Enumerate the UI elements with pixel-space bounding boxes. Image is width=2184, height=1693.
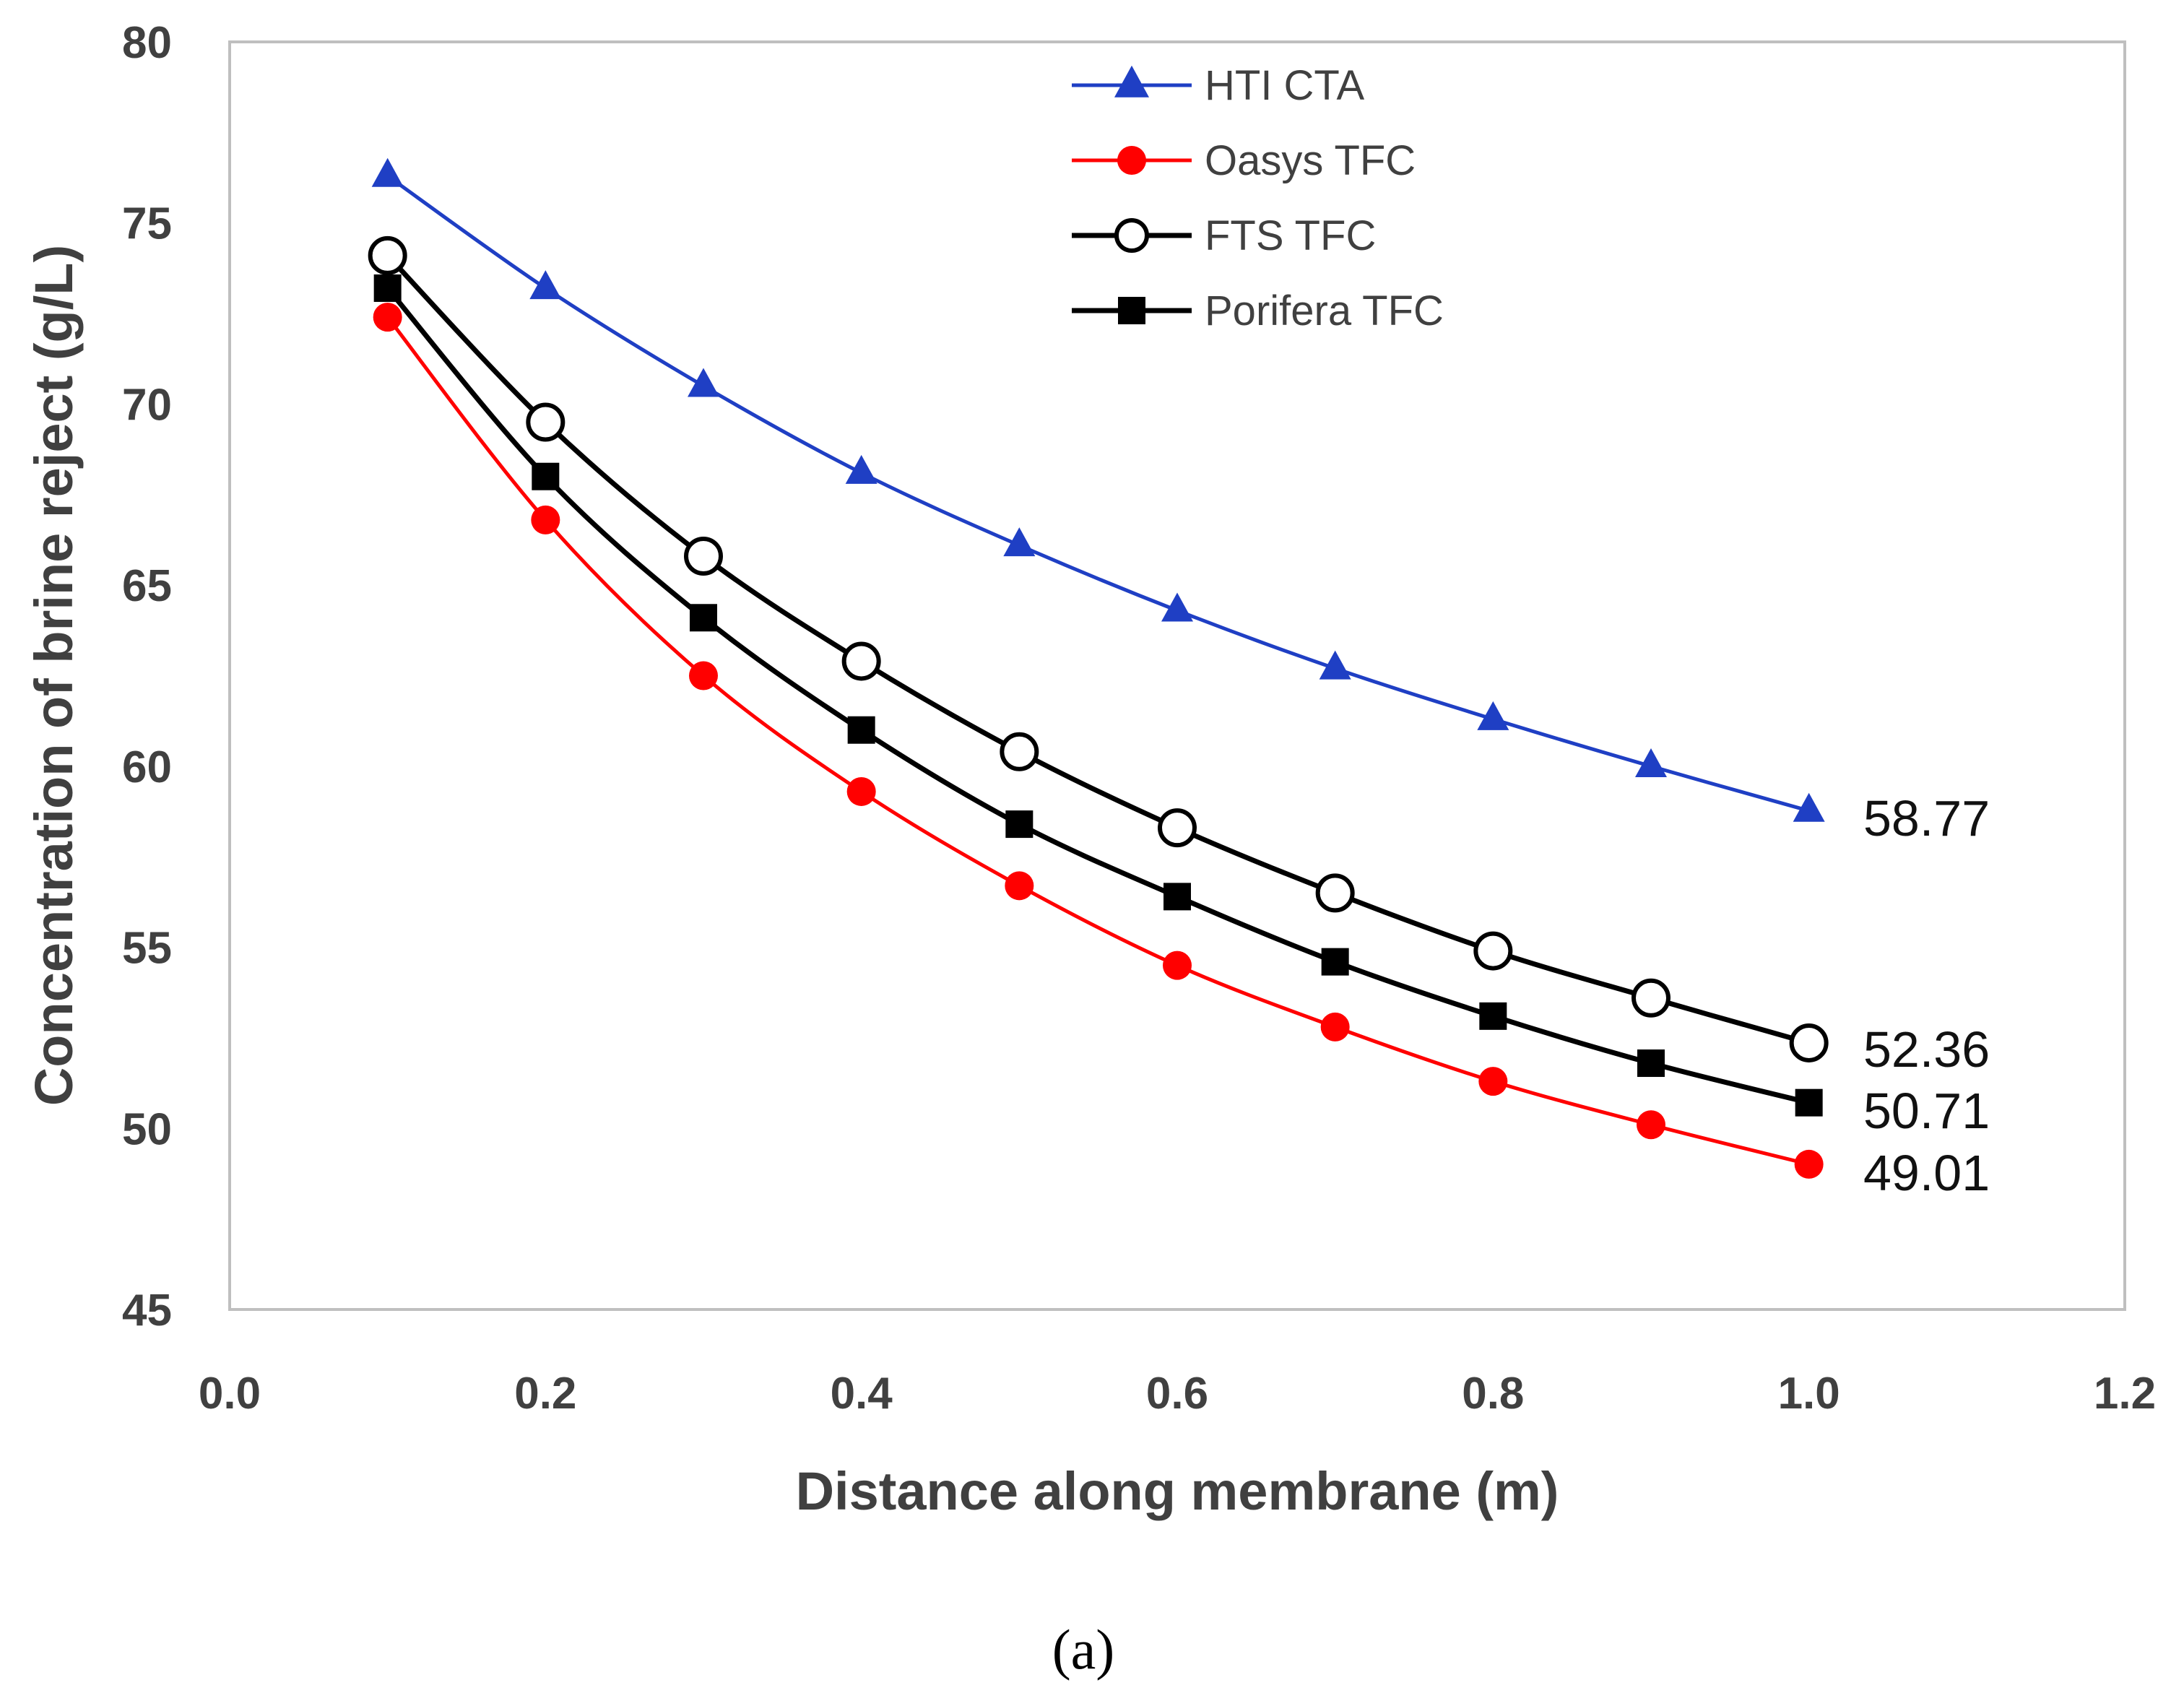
data-point-fts-tfc: [1315, 873, 1355, 913]
series-oasys-tfc: [373, 303, 1824, 1179]
y-tick-label: 45: [122, 1286, 172, 1335]
y-tick-label: 55: [122, 924, 172, 974]
data-point-hti-cta: [1635, 748, 1667, 778]
data-point-porifera-tfc: [532, 462, 560, 490]
data-point-hti-cta: [845, 454, 878, 484]
data-point-fts-tfc: [526, 402, 566, 442]
data-point-fts-tfc: [1632, 978, 1670, 1018]
y-tick-label: 70: [122, 380, 172, 430]
data-point-oasys-tfc: [1637, 1110, 1665, 1140]
series-line-fts-tfc: [386, 254, 1810, 1046]
data-point-fts-tfc: [368, 235, 407, 275]
x-tick-label: 0.0: [199, 1369, 261, 1419]
series-porifera-tfc: [373, 274, 1823, 1117]
legend-marker-hti-cta: [1114, 65, 1149, 98]
data-point-hti-cta: [688, 368, 719, 397]
end-label-fts-tfc: 52.36: [1863, 1021, 1990, 1078]
y-tick-label: 65: [122, 561, 172, 611]
end-label-oasys-tfc: 49.01: [1863, 1145, 1990, 1201]
data-point-fts-tfc: [1158, 808, 1197, 848]
legend-marker-porifera-tfc: [1118, 297, 1145, 324]
legend-label: Porifera TFC: [1205, 287, 1444, 334]
y-tick-label: 60: [122, 742, 172, 792]
data-point-fts-tfc: [684, 537, 723, 576]
data-point-hti-cta: [529, 270, 562, 300]
data-point-hti-cta: [371, 157, 404, 187]
plot-area-frame: [228, 40, 2126, 1311]
data-point-oasys-tfc: [1005, 871, 1034, 901]
legend: HTI CTA Oasys TFC FTS TFC Porifera TFC: [1072, 62, 1444, 334]
series-fts-tfc: [368, 235, 1829, 1062]
data-point-oasys-tfc: [1320, 1012, 1350, 1042]
x-tick-label: 1.0: [1778, 1369, 1840, 1419]
data-point-oasys-tfc: [689, 661, 718, 690]
legend-item-porifera-tfc: Porifera TFC: [1072, 287, 1444, 334]
legend-item-hti-cta: HTI CTA: [1072, 62, 1365, 109]
legend-marker-oasys-tfc: [1117, 146, 1146, 175]
data-point-porifera-tfc: [690, 604, 717, 632]
figure-caption: (a): [1052, 1618, 1115, 1681]
data-point-oasys-tfc: [1794, 1149, 1824, 1179]
data-point-oasys-tfc: [531, 505, 560, 534]
legend-label: Oasys TFC: [1205, 137, 1416, 184]
series-line-oasys-tfc: [386, 316, 1810, 1166]
series-line-porifera-tfc: [385, 286, 1810, 1106]
data-point-porifera-tfc: [1321, 948, 1349, 976]
data-point-oasys-tfc: [846, 776, 876, 806]
data-point-fts-tfc: [1000, 732, 1039, 771]
y-axis-title: Concentration of brine reject (g/L): [24, 245, 84, 1106]
y-tick-label: 75: [122, 199, 172, 249]
series-line-hti-cta: [386, 174, 1810, 813]
legend-item-oasys-tfc: Oasys TFC: [1072, 137, 1416, 184]
data-point-oasys-tfc: [1478, 1067, 1508, 1096]
x-tick-label: 0.4: [831, 1369, 893, 1419]
data-point-porifera-tfc: [1795, 1088, 1823, 1117]
x-tick-label: 0.6: [1146, 1369, 1208, 1419]
series-hti-cta: [371, 157, 1825, 822]
data-point-porifera-tfc: [1164, 883, 1191, 911]
legend-label: HTI CTA: [1205, 62, 1365, 109]
x-tick-label: 1.2: [2094, 1369, 2156, 1419]
legend-label: FTS TFC: [1205, 212, 1376, 259]
data-point-fts-tfc: [1789, 1023, 1829, 1062]
x-tick-label: 0.2: [514, 1369, 576, 1419]
data-point-porifera-tfc: [1637, 1049, 1665, 1078]
series-layer: [368, 157, 1829, 1179]
end-label-porifera-tfc: 50.71: [1863, 1083, 1990, 1139]
legend-item-fts-tfc: FTS TFC: [1072, 212, 1376, 259]
y-tick-label: 80: [122, 18, 172, 68]
data-point-fts-tfc: [1473, 931, 1513, 971]
data-point-hti-cta: [1003, 527, 1036, 557]
x-axis-title: Distance along membrane (m): [796, 1461, 1559, 1521]
data-point-porifera-tfc: [373, 274, 402, 302]
y-tick-label: 50: [122, 1104, 172, 1154]
data-point-hti-cta: [1319, 650, 1351, 680]
y-tick-labels: 45 50 55 60 65 70 75 80: [122, 18, 172, 1335]
data-point-fts-tfc: [841, 641, 881, 681]
end-label-hti-cta: 58.77: [1863, 790, 1990, 846]
data-point-hti-cta: [1793, 792, 1825, 822]
x-tick-label: 0.8: [1462, 1369, 1524, 1419]
data-point-porifera-tfc: [847, 716, 875, 744]
data-point-hti-cta: [1477, 701, 1509, 730]
data-point-hti-cta: [1161, 592, 1193, 622]
x-tick-labels: 0.0 0.2 0.4 0.6 0.8 1.0 1.2: [199, 1369, 2156, 1419]
data-point-oasys-tfc: [373, 303, 402, 332]
data-point-porifera-tfc: [1005, 810, 1034, 839]
data-point-oasys-tfc: [1163, 951, 1192, 980]
legend-marker-fts-tfc: [1114, 218, 1149, 253]
data-point-porifera-tfc: [1479, 1002, 1507, 1030]
